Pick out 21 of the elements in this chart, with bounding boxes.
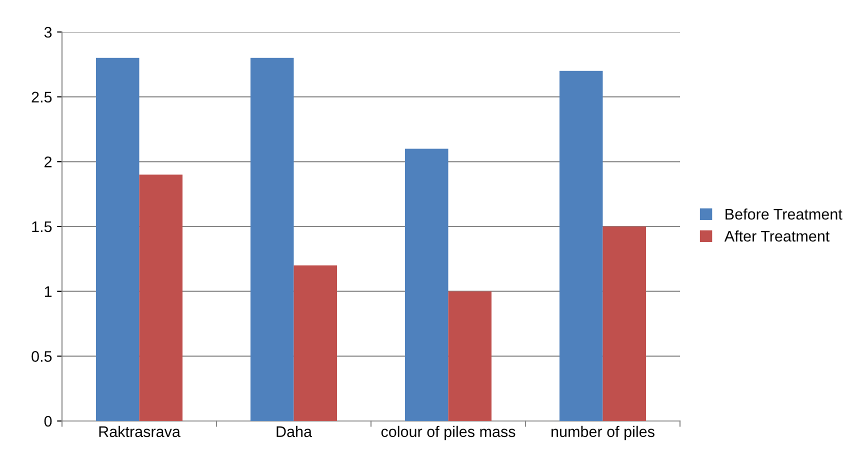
x-tick-label: Daha (276, 426, 312, 438)
y-tick-label: 2 (44, 156, 52, 168)
y-tick-label: 1.5 (32, 222, 52, 232)
x-tick-label: colour of piles mass (381, 426, 516, 440)
bar (250, 58, 294, 421)
legend-label: Before Treatment (726, 208, 842, 220)
y-tick-label: 3 (44, 26, 52, 38)
bar (404, 148, 448, 421)
bar (559, 70, 603, 421)
y-tick-label: 1 (44, 286, 52, 297)
y-tick-label: 2.5 (32, 92, 52, 103)
bar (294, 265, 338, 421)
bar (96, 58, 140, 421)
bar (602, 226, 646, 421)
x-tick-label: number of piles (552, 426, 654, 440)
x-tick-label: Raktrasrava (99, 426, 180, 438)
bar (448, 291, 492, 421)
bar (139, 174, 183, 421)
legend-label: After Treatment (724, 230, 830, 242)
y-tick-label: 0 (44, 416, 52, 427)
y-tick-label: 0.5 (32, 351, 52, 362)
